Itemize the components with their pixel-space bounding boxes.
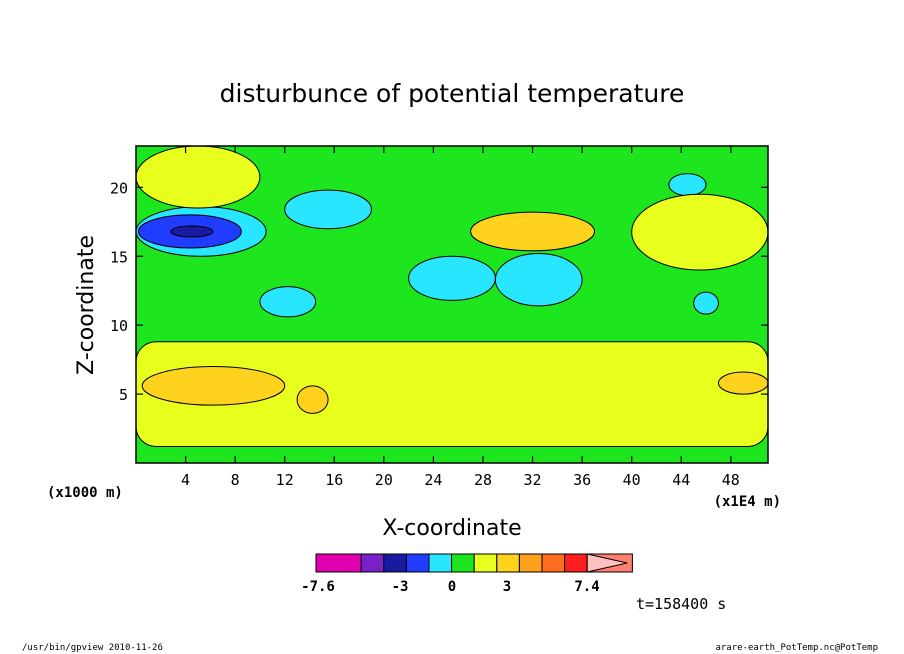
- field-region: [284, 189, 372, 230]
- x-tick-label: 8: [231, 471, 240, 489]
- field-region: [668, 173, 707, 197]
- x-tick-label: 12: [276, 471, 294, 489]
- field-region: [136, 146, 261, 209]
- x-tick-label: 36: [573, 471, 591, 489]
- time-label: t=158400 s: [636, 595, 726, 613]
- field-region: [136, 341, 768, 447]
- y-axis: 5 10 15 20: [110, 179, 768, 404]
- x-tick-label: 28: [474, 471, 492, 489]
- y-tick-label: 15: [110, 248, 128, 266]
- field-region: [141, 366, 286, 406]
- x-tick-label: 48: [722, 471, 740, 489]
- colorbar-cell: [518, 553, 543, 573]
- colorbar-cell: [428, 553, 453, 573]
- colorbar: [315, 553, 633, 573]
- x-axis-label: X-coordinate: [382, 516, 521, 541]
- x-tick-label: 16: [325, 471, 343, 489]
- field-region: [296, 385, 329, 414]
- x-tick-label: 4: [181, 471, 190, 489]
- x-tick-label: 40: [623, 471, 641, 489]
- colorbar-label: 0: [448, 579, 456, 595]
- plot-frame: [135, 145, 769, 464]
- y-tick-label: 10: [110, 317, 128, 335]
- colorbar-labels: -7.6 -3 0 3 7.4: [301, 579, 600, 595]
- x-unit-label: (x1E4 m): [714, 494, 781, 510]
- field-region: [470, 211, 596, 252]
- x-tick-label: 32: [524, 471, 542, 489]
- y-axis-label: Z-coordinate: [74, 235, 99, 375]
- colorbar-label: -3: [392, 579, 409, 595]
- x-tick-label: 20: [375, 471, 393, 489]
- colorbar-label: -7.6: [301, 579, 335, 595]
- colorbar-cell: [496, 553, 520, 573]
- y-tick-label: 5: [119, 386, 128, 404]
- colorbar-cell: [383, 553, 407, 573]
- colorbar-label: 3: [503, 579, 511, 595]
- colorbar-label: 7.4: [574, 579, 599, 595]
- x-axis: 4 8 12 16 20 24 28 32 36 40 44 48: [181, 146, 740, 489]
- field-region: [631, 193, 768, 271]
- field-region: [259, 286, 317, 318]
- field-region: [170, 225, 214, 238]
- x-tick-label: 44: [672, 471, 690, 489]
- field-region: [408, 255, 496, 301]
- x-tick-label: 24: [424, 471, 442, 489]
- colorbar-cell: [315, 553, 362, 573]
- field-regions: [136, 146, 768, 447]
- y-unit-label: (x1000 m): [47, 485, 123, 501]
- footer-left: /usr/bin/gpview 2010-11-26: [22, 643, 163, 653]
- footer-right: arare-earth_PotTemp.nc@PotTemp: [715, 643, 878, 653]
- colorbar-cell: [360, 553, 385, 573]
- chart-title: disturbunce of potential temperature: [220, 79, 685, 108]
- colorbar-cell: [541, 553, 566, 573]
- colorbar-cell: [564, 553, 588, 573]
- y-tick-label: 20: [110, 179, 128, 197]
- field-region: [494, 253, 583, 307]
- colorbar-cell: [586, 553, 628, 573]
- plot-area: [136, 146, 768, 463]
- colorbar-cell: [405, 553, 430, 573]
- colorbar-cell: [473, 553, 498, 573]
- colorbar-cell: [451, 553, 475, 573]
- field-region: [693, 291, 719, 315]
- field-region: [717, 371, 768, 395]
